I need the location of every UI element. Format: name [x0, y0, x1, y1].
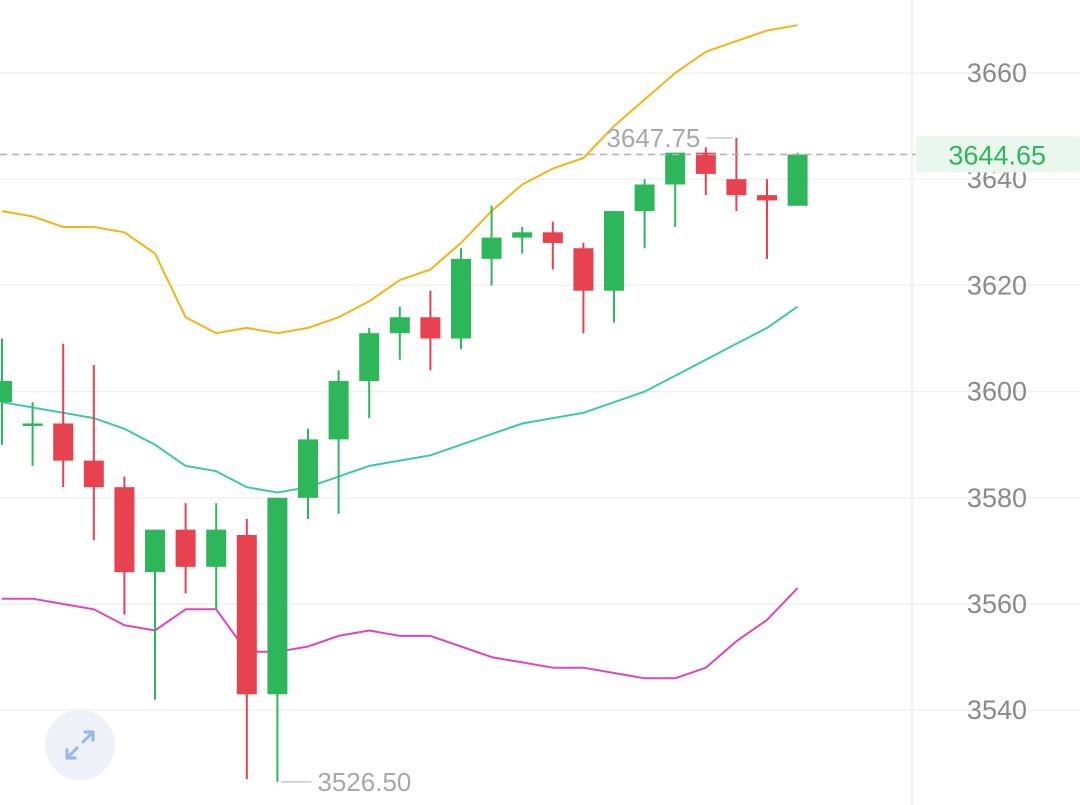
candle	[695, 147, 716, 196]
candle-body	[298, 439, 318, 498]
candle	[604, 211, 624, 323]
lower-band-line	[2, 587, 799, 680]
candle-body	[236, 534, 257, 695]
middle-band-line	[1, 305, 799, 494]
candle-body	[328, 380, 349, 440]
candle	[298, 428, 318, 520]
candle	[0, 338, 12, 445]
candle-body	[389, 317, 410, 334]
candle	[634, 179, 655, 249]
y-tick-label: 3600	[967, 377, 1027, 407]
candle-body	[695, 152, 716, 174]
candle	[726, 138, 747, 212]
candle-body	[481, 237, 502, 259]
candle-body	[0, 380, 12, 403]
candle	[83, 365, 104, 541]
candle-body	[451, 258, 471, 339]
candle-body	[665, 152, 686, 185]
candle	[114, 476, 135, 615]
candle	[542, 221, 563, 270]
candle	[481, 205, 502, 286]
candle-body	[22, 423, 43, 426]
y-tick-label: 3540	[967, 695, 1027, 725]
extreme-markers: 3647.75 3526.50	[281, 123, 733, 797]
current-price-line: 3644.65	[0, 136, 1080, 173]
candle	[787, 152, 808, 206]
candle-body	[145, 529, 165, 573]
candle	[512, 226, 533, 254]
y-tick-label: 3620	[967, 270, 1027, 300]
bollinger-bands	[1, 24, 799, 680]
candle	[665, 152, 686, 227]
current-price-label: 3644.65	[948, 141, 1046, 171]
candle-body	[359, 333, 380, 381]
candle	[267, 497, 288, 782]
expand-arrows-icon	[65, 730, 95, 760]
candles	[0, 138, 808, 782]
candle-body	[53, 423, 74, 461]
candle-body	[604, 211, 624, 291]
candle	[145, 529, 165, 700]
candle	[328, 370, 349, 514]
candle-body	[542, 232, 563, 243]
low-marker-label: 3526.50	[317, 767, 411, 797]
candle-body	[787, 154, 808, 206]
candle	[389, 306, 410, 360]
candle-body	[267, 497, 288, 695]
expand-button[interactable]	[45, 710, 115, 780]
high-marker-label: 3647.75	[606, 123, 700, 153]
candle-body	[726, 179, 747, 196]
candle-body	[573, 248, 594, 291]
y-tick-label: 3560	[967, 589, 1027, 619]
grid-lines	[0, 72, 1080, 711]
candle-body	[420, 317, 441, 339]
upper-band-line	[1, 24, 798, 335]
current-price-tag	[916, 136, 1080, 173]
y-tick-label: 3660	[967, 58, 1027, 88]
candle	[175, 503, 196, 594]
candle-body	[114, 487, 135, 573]
candle	[420, 290, 441, 371]
candle	[206, 503, 227, 610]
candle-body	[83, 460, 104, 488]
y-tick-label: 3580	[967, 483, 1027, 513]
candle	[451, 248, 471, 350]
candle-body	[512, 232, 533, 238]
candle	[573, 242, 594, 334]
candle-body	[757, 195, 777, 201]
candle-body	[206, 529, 227, 567]
candle	[53, 343, 74, 488]
candle-body	[634, 184, 655, 212]
candle-body	[175, 529, 196, 567]
candle	[359, 327, 380, 419]
candle	[757, 179, 777, 259]
candle	[236, 519, 257, 780]
candle	[22, 402, 43, 466]
